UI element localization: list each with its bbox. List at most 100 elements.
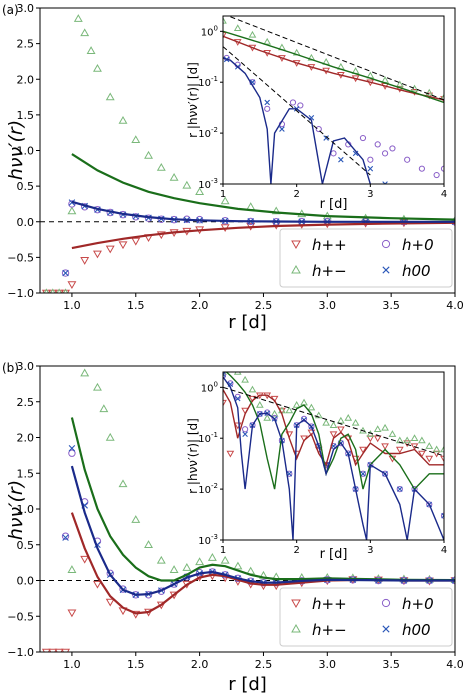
data-point [67,565,77,573]
data-point [67,206,77,215]
inset-data-point [418,165,425,172]
inset-data-point [242,431,248,437]
theory-curve-2 [70,465,455,596]
inset-y-tick-label: 10-3 [198,533,218,547]
inset-data-point [223,16,227,24]
inset-data-point [432,445,441,453]
data-point [80,368,90,377]
inset-data-point [233,24,242,31]
inset-x-axis-label: r [d] [320,197,348,212]
legend-box [279,587,453,647]
y-tick-label: 2.5 [17,38,35,51]
data-point [73,14,83,22]
x-tick-label: 2.0 [191,658,209,671]
legend-box [279,228,453,288]
inset-data-point [395,446,404,454]
y-tick-label: 0.5 [17,180,35,193]
inset-plot-area [223,364,444,540]
inset-curve-1 [225,372,444,491]
inset-data-point [227,364,233,369]
data-point [220,555,230,564]
data-point [105,598,115,607]
inset-x-tick-label: 3 [367,545,373,556]
inset-data-point [373,425,382,433]
data-point [182,563,192,571]
inset-y-tick-label: 10-2 [198,482,218,496]
inset-data-point [360,470,366,477]
inset-data-point [388,430,397,437]
data-point [80,28,90,37]
x-tick-label: 2.5 [255,658,273,671]
data-point [80,555,90,564]
inset-data-point [403,440,412,448]
y-tick-label: 1.0 [17,503,35,516]
legend: h++ h+− h+0 h00 [279,228,453,288]
inset-data-point [440,455,444,463]
data-point [106,569,114,578]
legend-label: h00 [402,262,431,280]
plot-area [41,368,455,652]
inset-data-point [338,156,344,163]
data-point [195,187,205,196]
x-tick-label: 2.0 [191,299,209,312]
y-tick-label: 2.0 [17,432,35,445]
data-point [48,648,58,652]
inset-chart: 1 2 3 4 100 10-1 10-2 10-3 r [d] r |hνν′(r)| [d] [186,364,447,562]
y-axis-label: hνν′(r) [5,120,27,180]
data-point [67,281,77,290]
x-tick-label: 3.5 [382,299,400,312]
data-point [62,534,69,541]
inset-data-point [425,442,434,449]
inset-y-tick-label: 10-1 [198,75,218,89]
data-point [451,577,455,584]
data-point [118,241,128,250]
inset-y-tick-label: 100 [201,380,218,394]
inset-data-point [418,450,426,458]
x-axis-label: r [d] [228,312,267,333]
theory-curve-2 [71,200,455,223]
panel-label: (a) [2,3,19,17]
inset-data-point [425,455,434,463]
inset-x-tick-label: 2 [293,545,299,556]
inset-data-point [395,436,404,444]
inset-data-point [382,181,388,184]
legend-marker [382,625,390,633]
data-point [144,150,154,159]
inset-x-axis-label: r [d] [320,547,348,562]
data-point [62,269,69,277]
inset-y-axis-label: r |hνν′(r)| [d] [186,62,200,138]
inset-data-point [322,418,330,426]
y-tick-label: 1.5 [17,467,35,480]
inset-data-point [352,150,359,157]
x-tick-label: 2.5 [255,299,273,312]
x-tick-label: 1.5 [127,658,145,671]
inset-data-point [396,486,403,493]
data-point [131,610,141,619]
inset-data-point [307,403,316,411]
inset-data-point [344,413,353,421]
legend-label: h+0 [402,595,434,613]
data-point [61,269,70,277]
inset-data-point [279,126,285,132]
inset-data-point [403,436,412,444]
x-tick-label: 1.0 [63,299,81,312]
inset-frame [222,15,445,185]
data-point [68,200,76,208]
legend-label: h00 [402,621,431,639]
data-point [105,245,115,254]
legend-marker [382,266,390,274]
data-point [41,648,51,652]
inset-data-point [381,470,389,477]
y-tick-label: 1.5 [17,109,35,122]
data-point [99,404,109,413]
inset-y-tick-label: 10-2 [198,126,218,140]
data-point [118,479,128,488]
data-point [118,115,128,124]
inset-data-point [248,30,257,38]
data-point [220,196,230,205]
inset-data-point [285,406,294,414]
inset-data-point [234,393,241,400]
data-point [61,532,70,540]
data-point [92,63,102,72]
